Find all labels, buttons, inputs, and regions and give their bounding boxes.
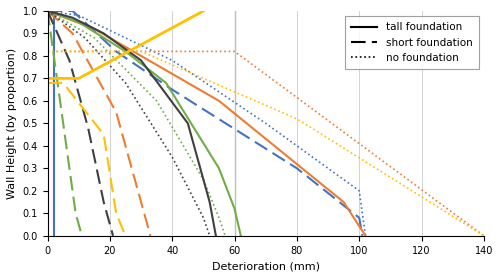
Legend: tall foundation, short foundation, no foundation: tall foundation, short foundation, no fo… <box>345 16 478 69</box>
Y-axis label: Wall Height (by proportion): Wall Height (by proportion) <box>7 48 17 199</box>
X-axis label: Deterioration (mm): Deterioration (mm) <box>212 261 320 271</box>
